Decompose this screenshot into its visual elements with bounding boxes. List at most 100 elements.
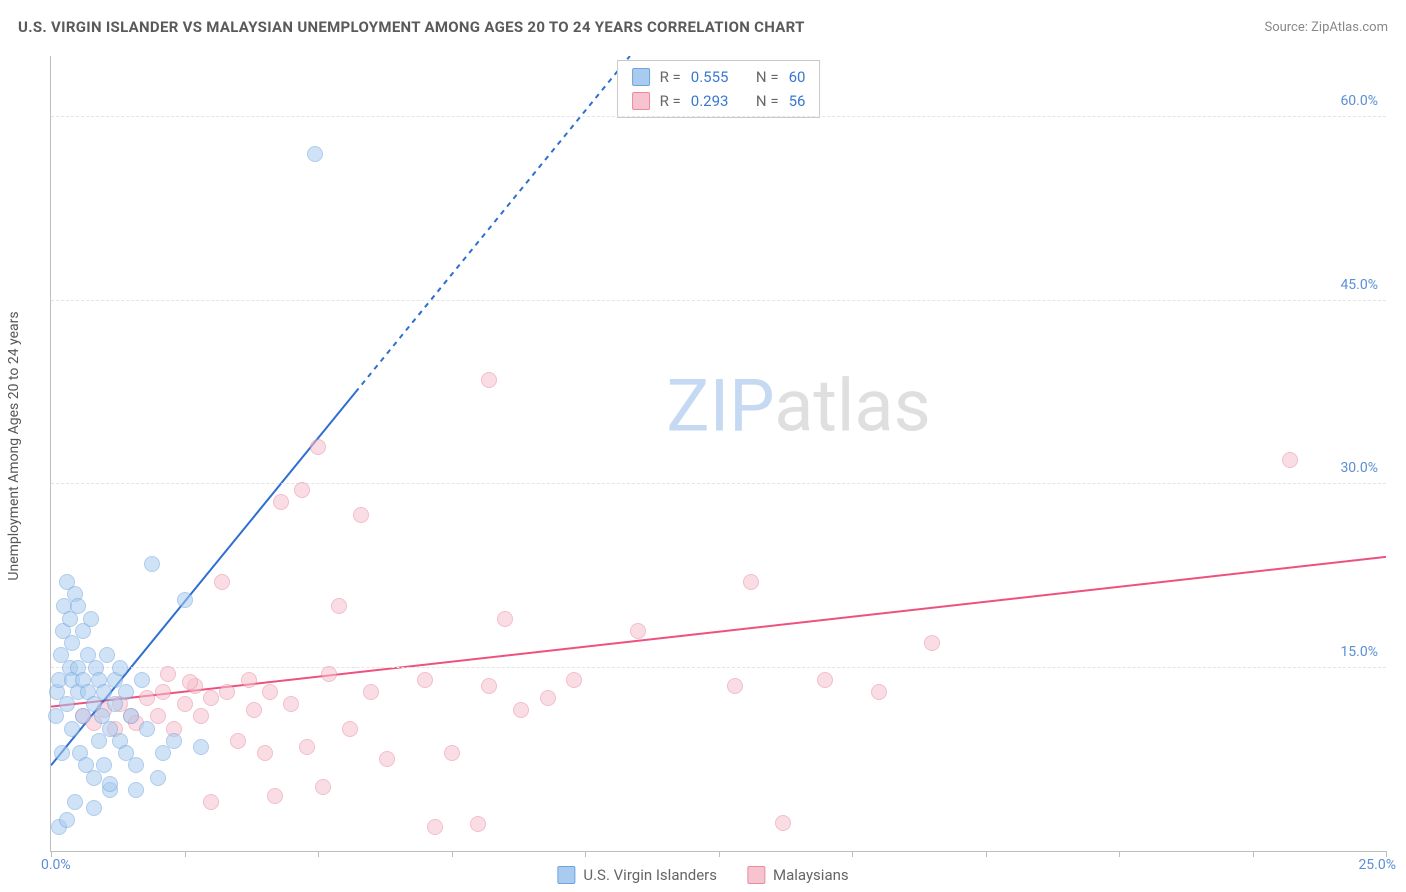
point-usvi [112, 660, 128, 676]
watermark-atlas: atlas [774, 363, 931, 448]
x-tick-mark [986, 851, 987, 857]
point-malaysians [775, 815, 791, 831]
point-usvi [102, 776, 118, 792]
point-malaysians [417, 672, 433, 688]
point-malaysians [470, 816, 486, 832]
gridline-h [51, 116, 1386, 117]
stats-box: R = 0.555 N = 60 R = 0.293 N = 56 [617, 60, 821, 118]
point-malaysians [427, 819, 443, 835]
legend-item-usvi: U.S. Virgin Islanders [557, 866, 717, 884]
point-malaysians [155, 684, 171, 700]
x-tick-mark [1119, 851, 1120, 857]
legend-label-malaysians: Malaysians [773, 866, 849, 884]
point-malaysians [513, 702, 529, 718]
point-malaysians [273, 494, 289, 510]
point-malaysians [481, 678, 497, 694]
point-usvi [150, 770, 166, 786]
point-usvi [144, 556, 160, 572]
point-malaysians [379, 751, 395, 767]
point-malaysians [321, 666, 337, 682]
legend-swatch-usvi [557, 866, 575, 884]
point-malaysians [444, 745, 460, 761]
point-usvi [123, 708, 139, 724]
point-usvi [166, 733, 182, 749]
regression-lines [51, 56, 1386, 851]
point-malaysians [566, 672, 582, 688]
point-malaysians [540, 690, 556, 706]
point-malaysians [160, 666, 176, 682]
n-value-usvi: 60 [789, 65, 806, 89]
point-malaysians [177, 696, 193, 712]
swatch-malaysians [632, 92, 650, 110]
x-tick-0: 0.0% [41, 857, 71, 873]
point-usvi [59, 812, 75, 828]
x-tick-mark [1386, 851, 1387, 857]
legend: U.S. Virgin Islanders Malaysians [557, 866, 848, 884]
y-tick-label: 15.0% [1340, 644, 1378, 660]
point-malaysians [257, 745, 273, 761]
gridline-h [51, 667, 1386, 668]
point-malaysians [924, 635, 940, 651]
point-usvi [67, 794, 83, 810]
point-malaysians [497, 611, 513, 627]
x-tick-mark [852, 851, 853, 857]
watermark-zip: ZIP [666, 363, 774, 448]
point-usvi [128, 782, 144, 798]
point-usvi [128, 757, 144, 773]
point-malaysians [342, 721, 358, 737]
stats-row-usvi: R = 0.555 N = 60 [632, 65, 806, 89]
gridline-h [51, 300, 1386, 301]
point-malaysians [193, 708, 209, 724]
point-malaysians [267, 788, 283, 804]
point-malaysians [139, 690, 155, 706]
point-usvi [139, 721, 155, 737]
point-malaysians [727, 678, 743, 694]
r-label-usvi: R = [660, 65, 681, 89]
r-label-malaysians: R = [660, 89, 681, 113]
point-malaysians [331, 598, 347, 614]
point-usvi [86, 800, 102, 816]
n-label-malaysians: N = [756, 89, 779, 113]
point-usvi [118, 684, 134, 700]
y-tick-label: 45.0% [1340, 277, 1378, 293]
x-tick-mark [585, 851, 586, 857]
gridline-h [51, 483, 1386, 484]
swatch-usvi [632, 68, 650, 86]
point-malaysians [817, 672, 833, 688]
y-tick-label: 60.0% [1340, 93, 1378, 109]
point-malaysians [241, 672, 257, 688]
y-tick-label: 30.0% [1340, 460, 1378, 476]
point-usvi [99, 647, 115, 663]
point-malaysians [481, 372, 497, 388]
point-malaysians [182, 674, 198, 690]
legend-item-malaysians: Malaysians [747, 866, 849, 884]
x-tick-mark [318, 851, 319, 857]
point-usvi [54, 745, 70, 761]
x-tick-end: 25.0% [1358, 857, 1396, 873]
point-malaysians [630, 623, 646, 639]
n-label-usvi: N = [756, 65, 779, 89]
scatter-plot: ZIPatlas R = 0.555 N = 60 R = 0.293 N = … [50, 56, 1386, 852]
point-malaysians [283, 696, 299, 712]
point-usvi [177, 592, 193, 608]
x-tick-mark [1253, 851, 1254, 857]
point-malaysians [294, 482, 310, 498]
point-malaysians [246, 702, 262, 718]
point-malaysians [219, 684, 235, 700]
point-malaysians [230, 733, 246, 749]
r-value-usvi: 0.555 [691, 65, 729, 89]
x-tick-mark [185, 851, 186, 857]
watermark: ZIPatlas [666, 363, 930, 448]
point-malaysians [1282, 452, 1298, 468]
legend-swatch-malaysians [747, 866, 765, 884]
x-tick-mark [51, 851, 52, 857]
point-malaysians [203, 690, 219, 706]
n-value-malaysians: 56 [789, 89, 806, 113]
point-malaysians [299, 739, 315, 755]
point-usvi [70, 598, 86, 614]
stats-row-malaysians: R = 0.293 N = 56 [632, 89, 806, 113]
point-malaysians [353, 507, 369, 523]
point-malaysians [262, 684, 278, 700]
chart-title: U.S. VIRGIN ISLANDER VS MALAYSIAN UNEMPL… [18, 18, 805, 36]
x-tick-mark [452, 851, 453, 857]
